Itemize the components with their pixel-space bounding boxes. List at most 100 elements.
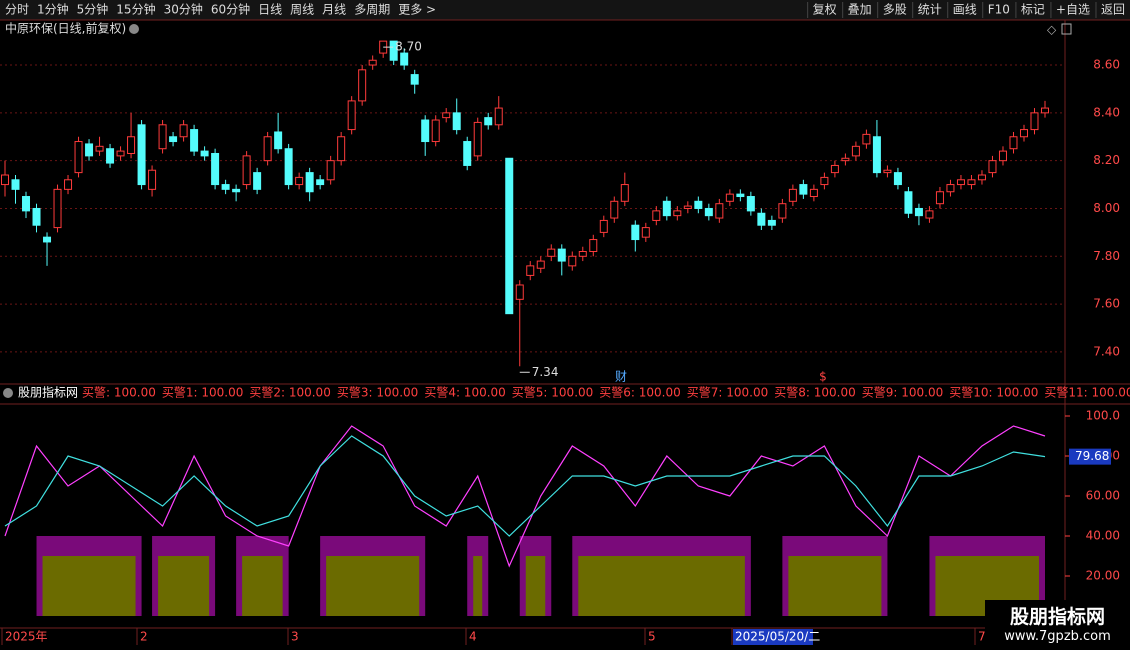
- y-tick-label: 8.00: [1093, 201, 1120, 215]
- candle-body: [43, 236, 52, 243]
- candle-body: [284, 148, 293, 186]
- candle-body: [421, 119, 430, 143]
- candle-body: [694, 200, 703, 209]
- legend-entry: 买警1: 100.00: [162, 385, 243, 400]
- date-label: 3: [291, 630, 299, 644]
- period-tab[interactable]: 多周期: [354, 3, 390, 17]
- candle-body: [568, 255, 577, 267]
- candle-body: [442, 112, 451, 119]
- legend-entry: 买警3: 100.00: [337, 385, 418, 400]
- period-tab[interactable]: 日线: [258, 3, 282, 17]
- olive-zone: [42, 556, 136, 616]
- toolbar-button[interactable]: 叠加: [848, 3, 872, 17]
- panel-icon[interactable]: [1061, 23, 1072, 35]
- olive-zone: [158, 556, 210, 616]
- y-tick-label: 8.40: [1093, 105, 1120, 119]
- candle-body: [74, 141, 83, 174]
- candle-body: [347, 100, 356, 131]
- period-tab[interactable]: 分时: [5, 3, 29, 17]
- legend-entry: 买警4: 100.00: [424, 385, 505, 400]
- candle-body: [599, 219, 608, 233]
- candle-body: [410, 74, 419, 85]
- dropdown-icon[interactable]: [129, 24, 139, 34]
- candle-body: [673, 210, 682, 217]
- diamond-icon[interactable]: ◇: [1047, 23, 1057, 37]
- period-tab[interactable]: 5分钟: [77, 2, 109, 17]
- toolbar-button[interactable]: 统计: [918, 3, 942, 17]
- period-tab[interactable]: 周线: [290, 3, 314, 17]
- period-tab[interactable]: 月线: [322, 3, 346, 17]
- candle-body: [704, 207, 713, 217]
- toolbar-button[interactable]: 多股: [883, 3, 907, 17]
- candle-body: [788, 188, 797, 202]
- extreme-annotation: 7.34: [532, 365, 559, 379]
- candle-body: [400, 52, 409, 66]
- toolbar-button[interactable]: 标记: [1021, 3, 1045, 17]
- candle-body: [767, 219, 776, 226]
- candle-body: [242, 155, 251, 186]
- value-badge: [1069, 448, 1111, 465]
- candle-body: [1030, 112, 1039, 131]
- y-tick-label: 7.40: [1093, 344, 1120, 358]
- candle-body: [746, 196, 755, 212]
- y-tick-label: 100.0: [1086, 409, 1120, 423]
- candle-body: [631, 224, 640, 241]
- toolbar-button[interactable]: 画线: [953, 3, 977, 17]
- candle-body: [652, 210, 661, 221]
- candle-body: [610, 200, 619, 219]
- finance-marker[interactable]: 财: [615, 370, 627, 384]
- toolbar-button[interactable]: 复权: [813, 3, 837, 17]
- candle-body: [337, 136, 346, 162]
- candle-body: [116, 150, 125, 157]
- candle-body: [127, 136, 136, 154]
- legend-entry: 买警7: 100.00: [687, 385, 768, 400]
- candle-body: [977, 174, 986, 181]
- event-marker[interactable]: $: [819, 370, 827, 384]
- candle-body: [1041, 107, 1049, 114]
- y-tick-label: 60.00: [1086, 489, 1120, 503]
- indicator-line: [4, 435, 1046, 537]
- candle-body: [263, 136, 272, 162]
- candle-body: [946, 184, 955, 193]
- candle-body: [452, 112, 461, 131]
- dropdown-icon[interactable]: [3, 388, 13, 398]
- candle-body: [158, 124, 167, 150]
- candle-body: [85, 143, 94, 157]
- candle-body: [998, 150, 1007, 162]
- legend-entry: 买警9: 100.00: [862, 385, 943, 400]
- date-label: 2025/05/20/二: [735, 630, 820, 644]
- toolbar-button[interactable]: 返回: [1101, 3, 1125, 17]
- candle-body: [169, 136, 178, 143]
- candle-body: [904, 191, 913, 214]
- period-tab[interactable]: 1分钟: [37, 2, 69, 17]
- candle-body: [778, 203, 787, 219]
- toolbar-button[interactable]: +自选: [1056, 3, 1090, 17]
- period-tab[interactable]: 60分钟: [211, 2, 250, 17]
- candle-body: [53, 188, 62, 229]
- date-highlight: [733, 629, 813, 645]
- y-tick-label: 8.60: [1093, 58, 1120, 72]
- period-tab[interactable]: 15分钟: [116, 2, 155, 17]
- watermark-url: www.7gpzb.com: [1004, 629, 1111, 644]
- candle-body: [368, 59, 377, 66]
- candle-body: [326, 160, 335, 181]
- y-tick-label: 7.80: [1093, 249, 1120, 263]
- period-tab[interactable]: 30分钟: [164, 2, 203, 17]
- candle-body: [862, 133, 871, 145]
- y-tick-label: 8.20: [1093, 153, 1120, 167]
- candle-body: [841, 157, 850, 162]
- legend-entry: 买警11: 100.00: [1044, 385, 1130, 400]
- candle-body: [914, 207, 923, 217]
- candle-body: [95, 145, 104, 152]
- candle-body: [809, 188, 818, 198]
- legend-entry: 买警10: 100.00: [949, 385, 1038, 400]
- watermark-name: 股朋指标网: [1009, 606, 1105, 628]
- candle-body: [851, 145, 860, 157]
- period-tab[interactable]: 更多 >: [398, 3, 436, 17]
- candle-body: [221, 184, 230, 190]
- candle-body: [1009, 136, 1018, 150]
- toolbar-button[interactable]: F10: [988, 3, 1010, 17]
- legend-entry: 买警5: 100.00: [512, 385, 593, 400]
- candle-body: [683, 205, 692, 209]
